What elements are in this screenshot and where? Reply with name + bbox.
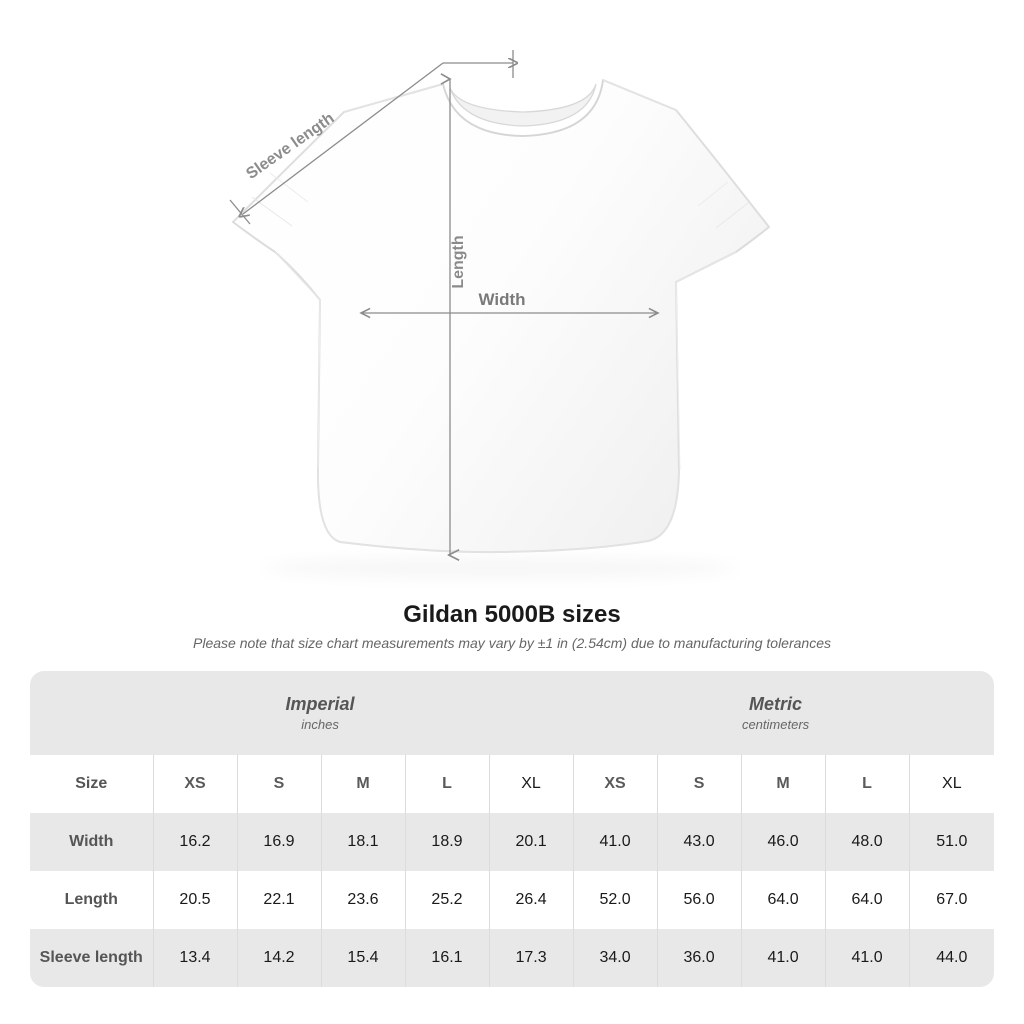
svg-text:Width: Width [478, 290, 525, 309]
svg-text:Length: Length [450, 235, 467, 288]
